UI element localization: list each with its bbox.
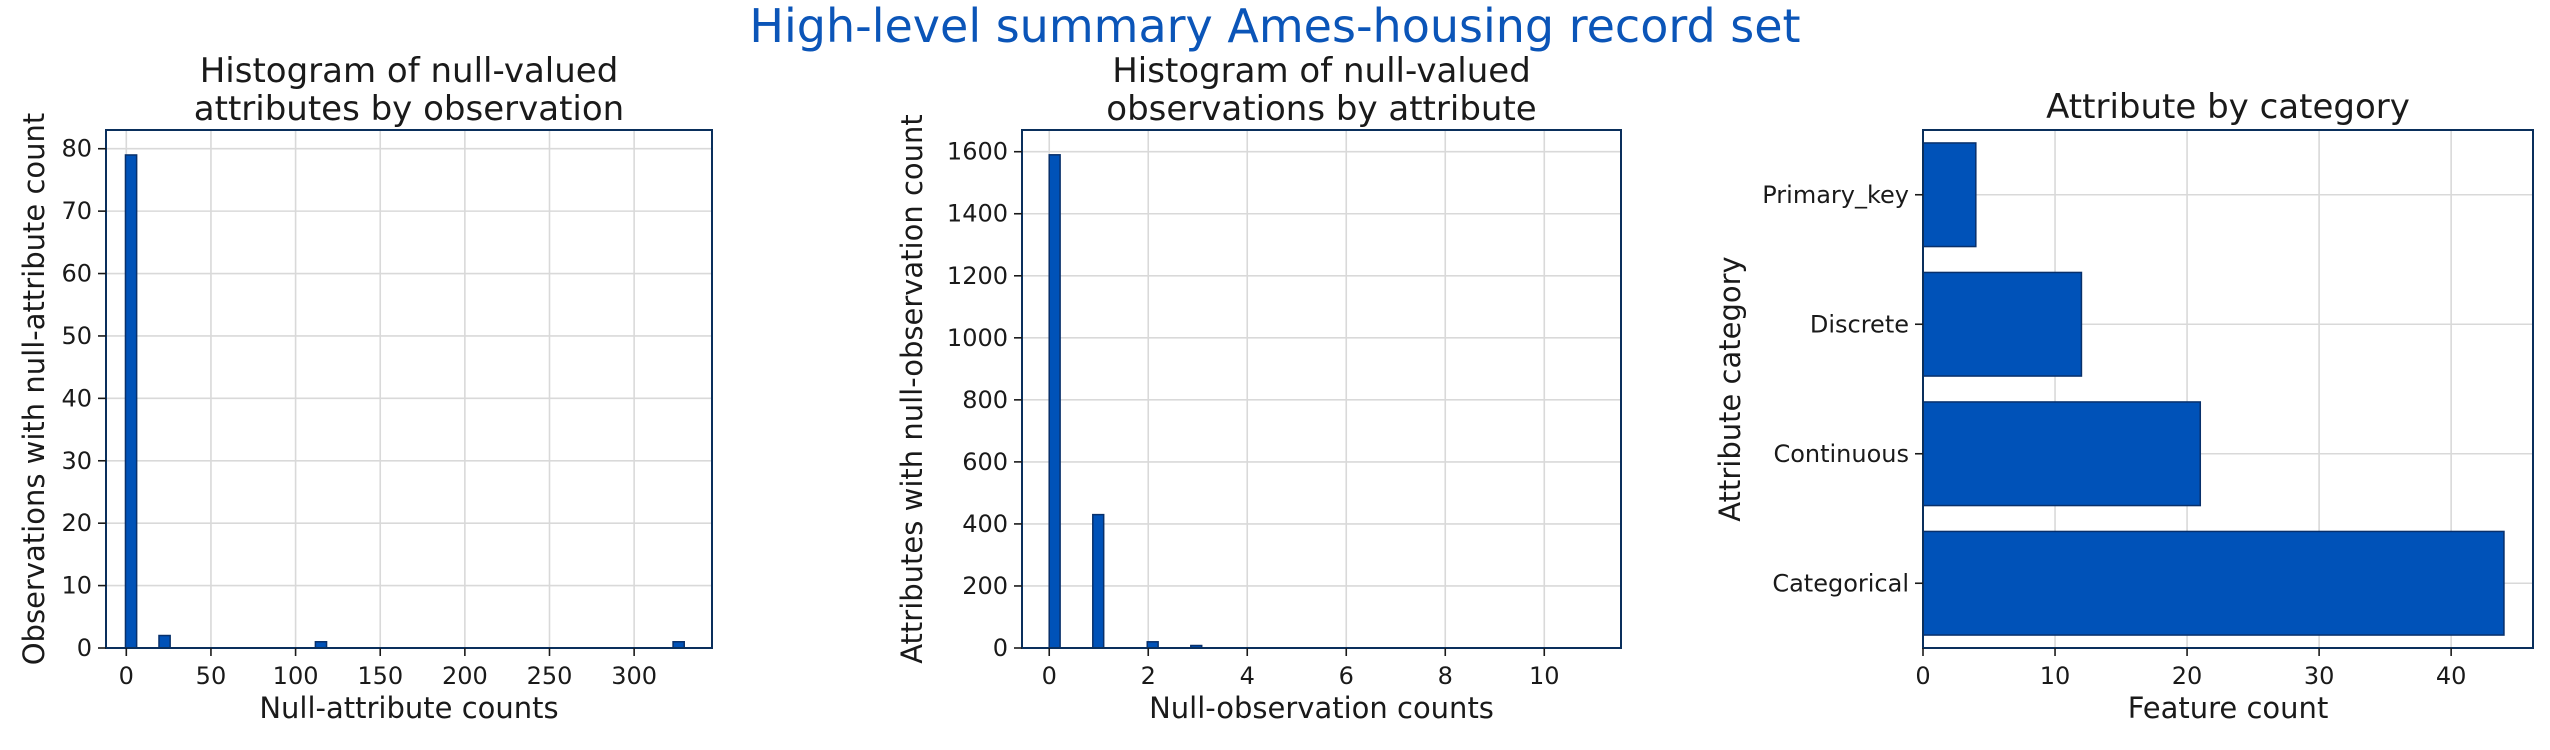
y-tick-label: 600 — [962, 448, 1008, 476]
y-tick-label: 1400 — [947, 200, 1008, 228]
chart-title-line: Histogram of null-valued — [200, 51, 619, 91]
y-tick-label: 1600 — [947, 138, 1008, 166]
chart-title-line: Histogram of null-valued — [1112, 51, 1531, 91]
y-tick-label: Categorical — [1772, 569, 1909, 597]
y-axis-label: Observations with null-attribute count — [17, 113, 51, 666]
x-tick-label: 6 — [1339, 662, 1354, 690]
y-tick-label: 800 — [962, 386, 1008, 414]
y-tick-label: Discrete — [1810, 310, 1909, 338]
y-tick-label: 30 — [61, 447, 92, 475]
y-tick-label: 20 — [61, 509, 92, 537]
y-tick-label: 0 — [77, 634, 92, 662]
y-tick-label: 400 — [962, 510, 1008, 538]
chart-title: Attribute by category — [2046, 87, 2410, 127]
x-tick-label: 0 — [119, 662, 134, 690]
figure-suptitle: High-level summary Ames-housing record s… — [749, 0, 1800, 53]
x-tick-label: 300 — [611, 662, 657, 690]
chart-title: Histogram of null-valued attributes by ob… — [194, 51, 624, 129]
y-tick-label: 50 — [61, 322, 92, 350]
histogram-bar — [1048, 154, 1061, 649]
null-attributes-by-observation-histogram: Histogram of null-valued attributes by ob… — [17, 51, 713, 725]
axes-frame — [1922, 129, 2534, 649]
y-axis-label: Attribute category — [1713, 256, 1747, 521]
x-tick-label: 150 — [357, 662, 403, 690]
x-tick-label: 250 — [527, 662, 573, 690]
x-tick-label: 30 — [2304, 662, 2335, 690]
histogram-bar — [1092, 513, 1105, 649]
x-axis-label: Null-observation counts — [1149, 691, 1494, 725]
x-tick-label: 0 — [1915, 662, 1930, 690]
axes-frame — [105, 129, 713, 649]
x-tick-label: 8 — [1438, 662, 1453, 690]
x-tick-label: 20 — [2172, 662, 2203, 690]
y-tick-label: 40 — [61, 384, 92, 412]
x-tick-label: 4 — [1240, 662, 1255, 690]
chart-title-line: attributes by observation — [194, 89, 624, 129]
x-tick-label: 200 — [442, 662, 488, 690]
y-tick-label: 1200 — [947, 262, 1008, 290]
y-tick-label: Primary_key — [1762, 181, 1909, 209]
y-tick-label: Continuous — [1773, 440, 1909, 468]
y-tick-label: 60 — [61, 260, 92, 288]
x-tick-label: 100 — [273, 662, 319, 690]
x-tick-label: 10 — [1529, 662, 1560, 690]
category-bar — [1922, 142, 1977, 248]
y-axis-label: Attributes with null-observation count — [895, 114, 929, 664]
x-tick-label: 0 — [1042, 662, 1057, 690]
category-bar — [1922, 271, 2083, 377]
x-tick-label: 50 — [196, 662, 227, 690]
category-bar — [1922, 401, 2202, 507]
y-tick-label: 200 — [962, 572, 1008, 600]
x-axis-label: Null-attribute counts — [259, 691, 558, 725]
null-observations-by-attribute-histogram: Histogram of null-valued observations by … — [895, 51, 1622, 725]
y-tick-label: 70 — [61, 197, 92, 225]
histogram-bar — [158, 634, 171, 649]
y-tick-label: 0 — [993, 634, 1008, 662]
histogram-bar — [124, 154, 138, 649]
x-axis-label: Feature count — [2128, 691, 2329, 725]
x-tick-label: 2 — [1141, 662, 1156, 690]
y-tick-label: 80 — [61, 135, 92, 163]
attribute-by-category-bar-chart: Attribute by category 0 10 20 30 40 Categorica… — [1713, 87, 2534, 725]
y-tick-label: 1000 — [947, 324, 1008, 352]
y-tick-label: 10 — [61, 572, 92, 600]
category-bar — [1922, 530, 2505, 636]
x-tick-label: 40 — [2436, 662, 2467, 690]
axes-frame — [1021, 129, 1622, 649]
x-tick-label: 10 — [2040, 662, 2071, 690]
chart-title: Histogram of null-valued observations by … — [1106, 51, 1536, 129]
chart-title-line: observations by attribute — [1106, 89, 1536, 129]
chart-title-line: Attribute by category — [2046, 87, 2410, 127]
